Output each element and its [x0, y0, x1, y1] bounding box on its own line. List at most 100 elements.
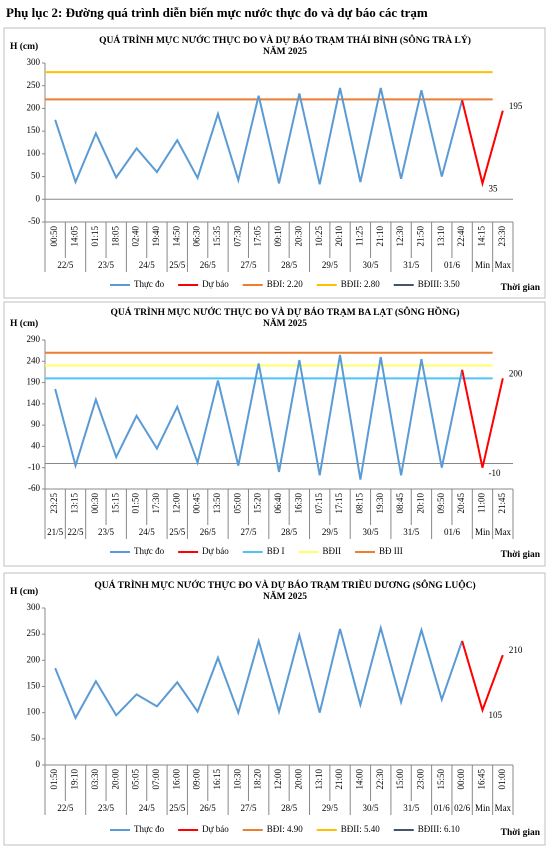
data-label: 35 — [488, 183, 498, 193]
x-tick-label: 07:30 — [232, 226, 242, 247]
legend-label: Dự báo — [202, 546, 229, 556]
x-tick-label: 10:30 — [232, 769, 242, 790]
y-tick-label: 90 — [31, 419, 41, 429]
date-label: 31/5 — [403, 803, 420, 813]
x-tick-label: 01:50 — [131, 493, 141, 514]
y-tick-label: -60 — [28, 483, 40, 493]
x-tick-label: 14:05 — [70, 226, 80, 247]
legend-label: BĐII: 5.40 — [341, 824, 380, 834]
x-tick-label: 14:15 — [477, 226, 487, 247]
data-label: 195 — [509, 101, 523, 111]
x-tick-label: 00:30 — [90, 493, 100, 514]
date-label: 29/5 — [322, 527, 339, 537]
x-tick-label: 19:40 — [151, 226, 161, 247]
y-tick-label: 200 — [27, 654, 41, 664]
x-tick-label: 09:00 — [192, 769, 202, 790]
legend-label: BĐI: 4.90 — [267, 824, 304, 834]
y-tick-label: 250 — [27, 80, 41, 90]
chart-title: QUÁ TRÌNH MỰC NƯỚC THỰC ĐO VÀ DỰ BÁO TRẠ… — [99, 33, 471, 46]
date-label: 28/5 — [281, 260, 298, 270]
x-tick-label: 20:10 — [334, 226, 344, 247]
x-tick-label: 22:30 — [375, 769, 385, 790]
chart-title: NĂM 2025 — [263, 590, 307, 602]
chart-title: NĂM 2025 — [263, 317, 307, 329]
date-label: 28/5 — [281, 803, 298, 813]
legend-label: Thực đo — [134, 824, 165, 834]
date-label: 01/6 — [444, 260, 461, 270]
x-tick-label: 16:30 — [293, 493, 303, 514]
date-label: 30/5 — [363, 260, 380, 270]
x-tick-label: 01:15 — [90, 226, 100, 247]
x-tick-label: 11:25 — [354, 226, 364, 247]
date-label: 01/6 — [434, 803, 451, 813]
x-tick-label: 20:00 — [110, 769, 120, 790]
x-tick-label: 19:10 — [70, 769, 80, 790]
chart-frame — [3, 301, 546, 567]
x-tick-label: 09:10 — [273, 226, 283, 247]
x-tick-label: 00:50 — [49, 226, 59, 247]
y-tick-label: 100 — [27, 148, 41, 158]
y-tick-label: 300 — [27, 57, 41, 67]
x-tick-label: 19:30 — [375, 493, 385, 514]
x-tick-label: 07:00 — [151, 769, 161, 790]
legend-label: BĐ I — [267, 546, 285, 556]
x-tick-label: 15:50 — [436, 769, 446, 790]
x-tick-label: 06:40 — [273, 493, 283, 514]
series-line — [461, 100, 504, 188]
date-label: 22/5 — [68, 527, 85, 537]
x-tick-label: 06:30 — [192, 226, 202, 247]
x-tick-label: 23:30 — [497, 226, 507, 247]
y-tick-label: -50 — [28, 216, 40, 226]
date-label: 23/5 — [98, 527, 115, 537]
page-title: Phụ lục 2: Đường quá trình diễn biến mực… — [6, 5, 428, 20]
data-label: -10 — [488, 468, 500, 478]
date-label: 24/5 — [139, 527, 156, 537]
y-tick-label: 150 — [27, 125, 41, 135]
y-axis-label: H (cm) — [10, 41, 38, 52]
y-tick-label: 200 — [27, 102, 41, 112]
series-line — [461, 369, 504, 468]
x-tick-label: 08:15 — [354, 493, 364, 514]
series-line — [54, 354, 464, 480]
data-label: 210 — [509, 645, 523, 655]
series-line — [54, 87, 464, 185]
y-axis-label: H (cm) — [10, 586, 38, 597]
y-tick-label: 250 — [27, 628, 41, 638]
x-tick-label: 09:50 — [436, 493, 446, 514]
x-tick-label: 17:15 — [334, 493, 344, 514]
x-tick-label: 20:45 — [456, 493, 466, 514]
date-label: 25/5 — [169, 803, 186, 813]
x-tick-label: 16:45 — [477, 769, 487, 790]
x-tick-label: 07:15 — [314, 493, 324, 514]
date-label: 29/5 — [322, 803, 339, 813]
series-line — [461, 640, 504, 714]
x-tick-label: 14:00 — [354, 769, 364, 790]
date-label: 23/5 — [98, 260, 115, 270]
date-label: 26/5 — [200, 803, 217, 813]
date-label: 30/5 — [363, 803, 380, 813]
x-tick-label: 01:00 — [497, 769, 507, 790]
x-axis-label: Thời gian — [501, 283, 541, 293]
x-tick-label: 15:35 — [212, 226, 222, 247]
x-tick-label: 21:00 — [334, 769, 344, 790]
date-label: Min — [475, 260, 491, 270]
x-tick-label: 03:30 — [90, 769, 100, 790]
x-tick-label: 23:25 — [49, 493, 59, 514]
x-tick-label: 13:10 — [314, 769, 324, 790]
x-tick-label: 14:50 — [171, 226, 181, 247]
x-tick-label: 05:00 — [232, 493, 242, 514]
data-label: 200 — [509, 368, 523, 378]
x-tick-label: 15:20 — [253, 493, 263, 514]
x-tick-label: 16:00 — [171, 769, 181, 790]
x-axis-label: Thời gian — [501, 828, 541, 838]
legend-label: BĐIII: 3.50 — [418, 279, 460, 289]
y-tick-label: 40 — [31, 440, 41, 450]
x-tick-label: 12:00 — [171, 493, 181, 514]
chart-title: NĂM 2025 — [263, 45, 307, 57]
x-tick-label: 08:45 — [395, 493, 405, 514]
chart-title: QUÁ TRÌNH MỰC NƯỚC THỰC ĐO VÀ DỰ BÁO TRẠ… — [111, 305, 460, 318]
y-tick-label: 190 — [27, 377, 41, 387]
date-label: 23/5 — [98, 803, 115, 813]
y-axis-label: H (cm) — [10, 318, 38, 329]
x-tick-label: 17:05 — [253, 226, 263, 247]
